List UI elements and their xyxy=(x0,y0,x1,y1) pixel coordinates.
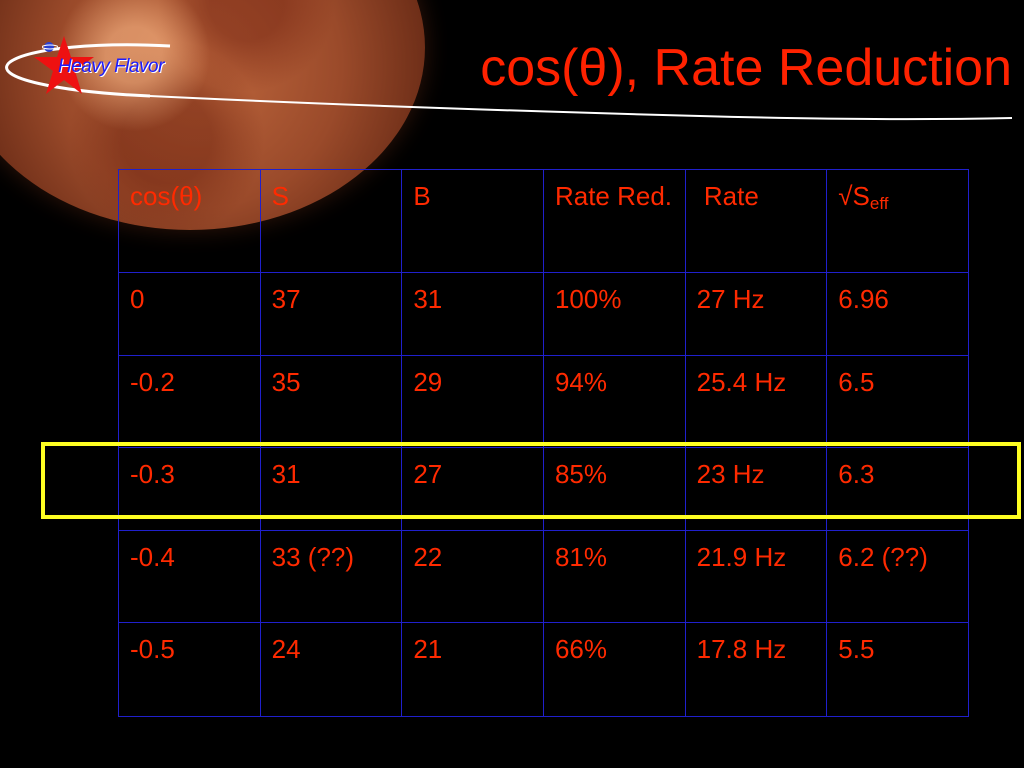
header-cell: √Seff xyxy=(826,169,969,273)
table-cell: 100% xyxy=(542,272,686,356)
table-row: -0.5 24 21 66% 17.8 Hz 5.5 xyxy=(118,622,969,717)
header-cell: B xyxy=(401,169,544,273)
table-row: 0 37 31 100% 27 Hz 6.96 xyxy=(118,272,969,356)
table-cell: 22 xyxy=(401,530,544,623)
header-label: Rate xyxy=(696,181,759,211)
table-cell: 35 xyxy=(259,355,403,448)
rate-table: cos(θ) S B Rate Red. Rate √Seff 0 37 31 100% 27 H… xyxy=(118,169,969,717)
table-cell: -0.5 xyxy=(118,622,261,717)
logo-text: Heavy Flavor xyxy=(58,56,164,77)
table-cell: 37 xyxy=(259,272,403,356)
table-cell: 33 (??) xyxy=(259,530,403,623)
header-subscript: eff xyxy=(869,194,889,213)
table-cell: 5.5 xyxy=(826,622,969,717)
header-label: S xyxy=(271,181,289,211)
table-cell: 25.4 Hz xyxy=(684,355,828,448)
table-cell: 21 xyxy=(401,622,544,717)
table-cell: 31 xyxy=(401,272,544,356)
table-cell: 27 Hz xyxy=(684,272,828,356)
table-cell: 81% xyxy=(542,530,686,623)
header-label: cos(θ) xyxy=(130,181,203,211)
table-cell: 94% xyxy=(542,355,686,448)
table-header-row: cos(θ) S B Rate Red. Rate √Seff xyxy=(118,169,969,273)
table-cell: 6.5 xyxy=(826,355,969,448)
table-cell: 6.96 xyxy=(826,272,969,356)
table-cell: 17.8 Hz xyxy=(684,622,828,717)
row-highlight xyxy=(41,442,1021,519)
table-row: -0.2 35 29 94% 25.4 Hz 6.5 xyxy=(118,355,969,448)
table-cell: 6.2 (??) xyxy=(826,530,969,623)
table-cell: 21.9 Hz xyxy=(684,530,828,623)
header-label: B xyxy=(413,181,431,211)
header-cell: S xyxy=(259,169,403,273)
table-cell: 66% xyxy=(542,622,686,717)
table-row: -0.4 33 (??) 22 81% 21.9 Hz 6.2 (??) xyxy=(118,530,969,623)
star-icon xyxy=(34,36,94,94)
table-cell: 29 xyxy=(401,355,544,448)
table-cell: -0.4 xyxy=(118,530,261,623)
header-cell: cos(θ) xyxy=(118,169,261,273)
table-cell: -0.2 xyxy=(118,355,261,448)
header-label: Rate Red. xyxy=(554,181,673,211)
table-cell: 0 xyxy=(118,272,261,356)
header-cell: Rate Red. xyxy=(542,169,686,273)
table-cell: 24 xyxy=(259,622,403,717)
planet-icon xyxy=(42,42,58,52)
header-cell: Rate xyxy=(684,169,828,273)
slide-title: cos(θ), Rate Reduction xyxy=(480,39,1012,97)
header-label: √S xyxy=(838,181,870,211)
